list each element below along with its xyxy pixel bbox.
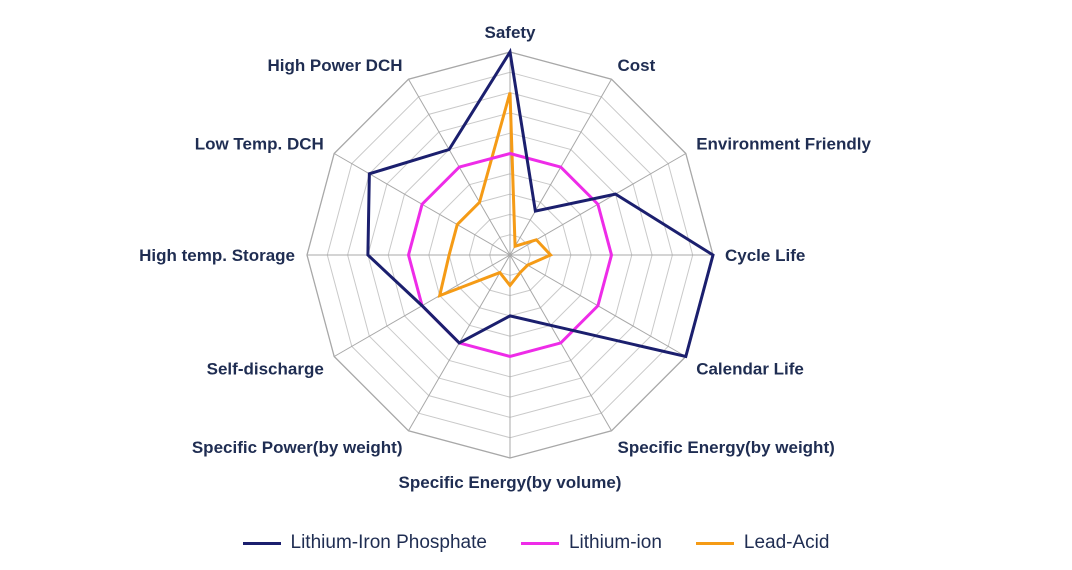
axis-label: Self-discharge — [207, 360, 324, 379]
axis-label: Cost — [618, 56, 656, 75]
axis-label: Cycle Life — [725, 246, 805, 265]
legend-item: Lithium-ion — [520, 532, 662, 554]
legend-swatch — [520, 541, 559, 545]
axis-labels: Safety Cost Environment Friendly Cycle Life… — [139, 23, 871, 492]
legend-label: Lithium-Iron Phosphate — [290, 532, 487, 553]
legend-label: Lead-Acid — [743, 532, 830, 553]
legend-item: Lithium-Iron Phosphate — [242, 532, 487, 554]
series-line-lead-acid — [437, 92, 554, 299]
axis-label: Specific Energy(by volume) — [399, 473, 622, 492]
axis-label: Specific Energy(by weight) — [618, 438, 835, 457]
legend-item: Lead-Acid — [695, 532, 830, 554]
axis-label: Low Temp. DCH — [195, 135, 324, 154]
legend-swatch — [695, 541, 734, 545]
series-line-lithium-iron-phosphate — [366, 47, 715, 359]
axis-label: Environment Friendly — [696, 135, 871, 154]
legend: Lithium-Iron Phosphate Lithium-ion Lead-Ac… — [0, 532, 1072, 554]
axis-label: High Power DCH — [267, 56, 402, 75]
axis-label: Specific Power(by weight) — [192, 438, 403, 457]
radar-chart: Safety Cost Environment Friendly Cycle Life… — [139, 23, 871, 492]
axis-label: Safety — [484, 23, 536, 42]
radar-series — [366, 47, 715, 359]
legend-swatch — [242, 541, 281, 545]
axis-label: Calendar Life — [696, 360, 804, 379]
series-line-lithium-ion — [406, 151, 614, 359]
axis-label: High temp. Storage — [139, 246, 295, 265]
legend-label: Lithium-ion — [568, 532, 662, 553]
